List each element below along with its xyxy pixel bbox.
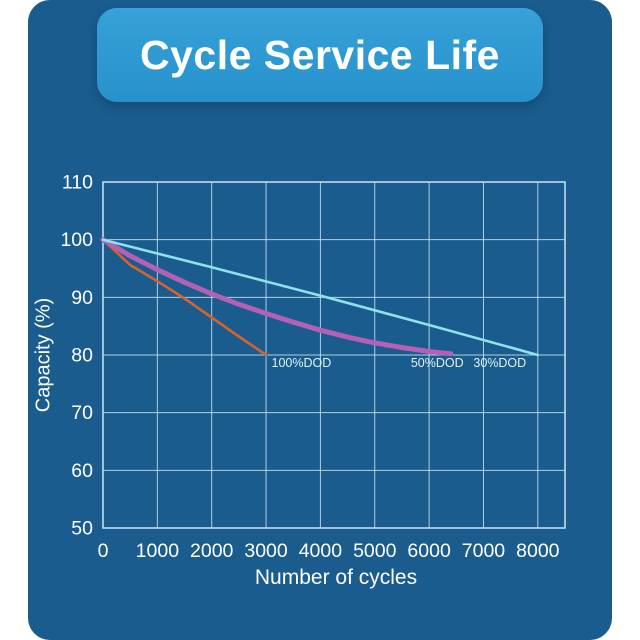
cycle-life-chart: 0 1000 2000 3000 4000 5000 6000 7000 8000 50 60 70 8… [60,172,566,562]
curve-annotation: 50%DOD [411,356,464,370]
chart-area: 0 1000 2000 3000 4000 5000 6000 7000 8000 50 60 70 8… [28,0,612,640]
background-panel: Cycle Service Life 0 1000 2000 3000 4000 5000… [28,0,612,640]
y-tick-label: 90 [71,287,93,309]
x-tick-label: 8000 [516,540,560,562]
y-tick-label: 110 [62,172,93,194]
plot-border [102,181,566,529]
curve-annotation: 30%DOD [473,356,526,370]
x-tick-label: 2000 [190,540,234,562]
page-title: Cycle Service Life [140,31,500,78]
series-line-30-dod [101,238,540,357]
title-banner: Cycle Service Life [97,8,543,102]
y-axis-title: Capacity (%) [32,297,55,413]
x-tick-label: 1000 [136,540,180,562]
y-tick-label: 80 [71,345,93,367]
x-tick-label: 0 [98,540,109,562]
y-tick-label: 50 [71,518,93,540]
x-axis-title: Number of cycles [254,566,418,589]
x-tick-label: 7000 [462,540,506,562]
x-tick-label: 5000 [353,540,397,562]
x-tick-label: 6000 [407,540,451,562]
curve-annotation: 100%DOD [272,356,332,370]
y-tick-label: 100 [60,229,93,251]
series-line-50-dod [100,237,454,357]
x-tick-label: 3000 [244,540,288,562]
y-tick-label: 60 [71,460,93,482]
y-tick-label: 70 [71,402,93,424]
x-tick-label: 4000 [299,540,343,562]
series-line-100-dod [101,238,268,357]
